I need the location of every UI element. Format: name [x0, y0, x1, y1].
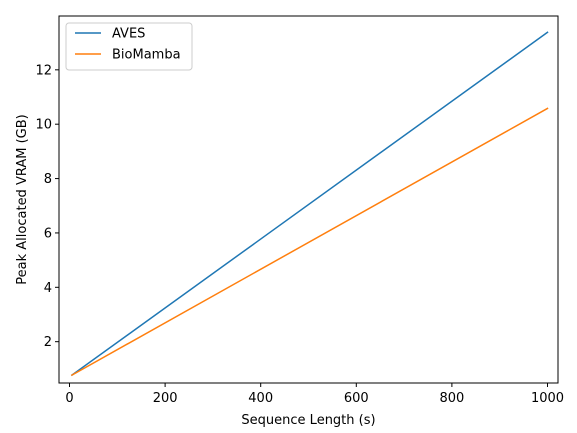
- x-axis-label: Sequence Length (s): [241, 413, 375, 428]
- x-tick-label: 800: [439, 391, 464, 406]
- y-tick-label: 6: [44, 226, 52, 241]
- y-tick-label: 2: [44, 335, 52, 350]
- legend-label-biomamba: BioMamba: [112, 48, 181, 63]
- series-line-aves: [70, 31, 549, 377]
- y-tick-label: 12: [35, 63, 52, 78]
- legend-box: [65, 22, 193, 71]
- y-tick-label: 8: [44, 172, 52, 187]
- x-tick-label: 400: [248, 391, 273, 406]
- x-tick-label: 200: [153, 391, 178, 406]
- series-layer: [70, 31, 549, 377]
- plot-frame: [58, 15, 559, 384]
- y-axis-label: Peak Allocated VRAM (GB): [15, 114, 30, 284]
- y-tick-label: 4: [44, 281, 52, 296]
- y-tick-label: 10: [35, 118, 52, 133]
- series-line-biomamba: [70, 107, 549, 377]
- y-axis-ticks: 2 4 6 8 10 12: [35, 63, 59, 350]
- legend-label-aves: AVES: [112, 27, 145, 42]
- x-axis-ticks: 0 200 400 600 800 1000: [65, 383, 564, 406]
- x-tick-label: 0: [65, 391, 73, 406]
- x-tick-label: 1000: [531, 391, 564, 406]
- legend-items: AVES BioMamba: [75, 27, 181, 63]
- x-tick-label: 600: [344, 391, 369, 406]
- legend: AVES BioMamba: [65, 22, 193, 71]
